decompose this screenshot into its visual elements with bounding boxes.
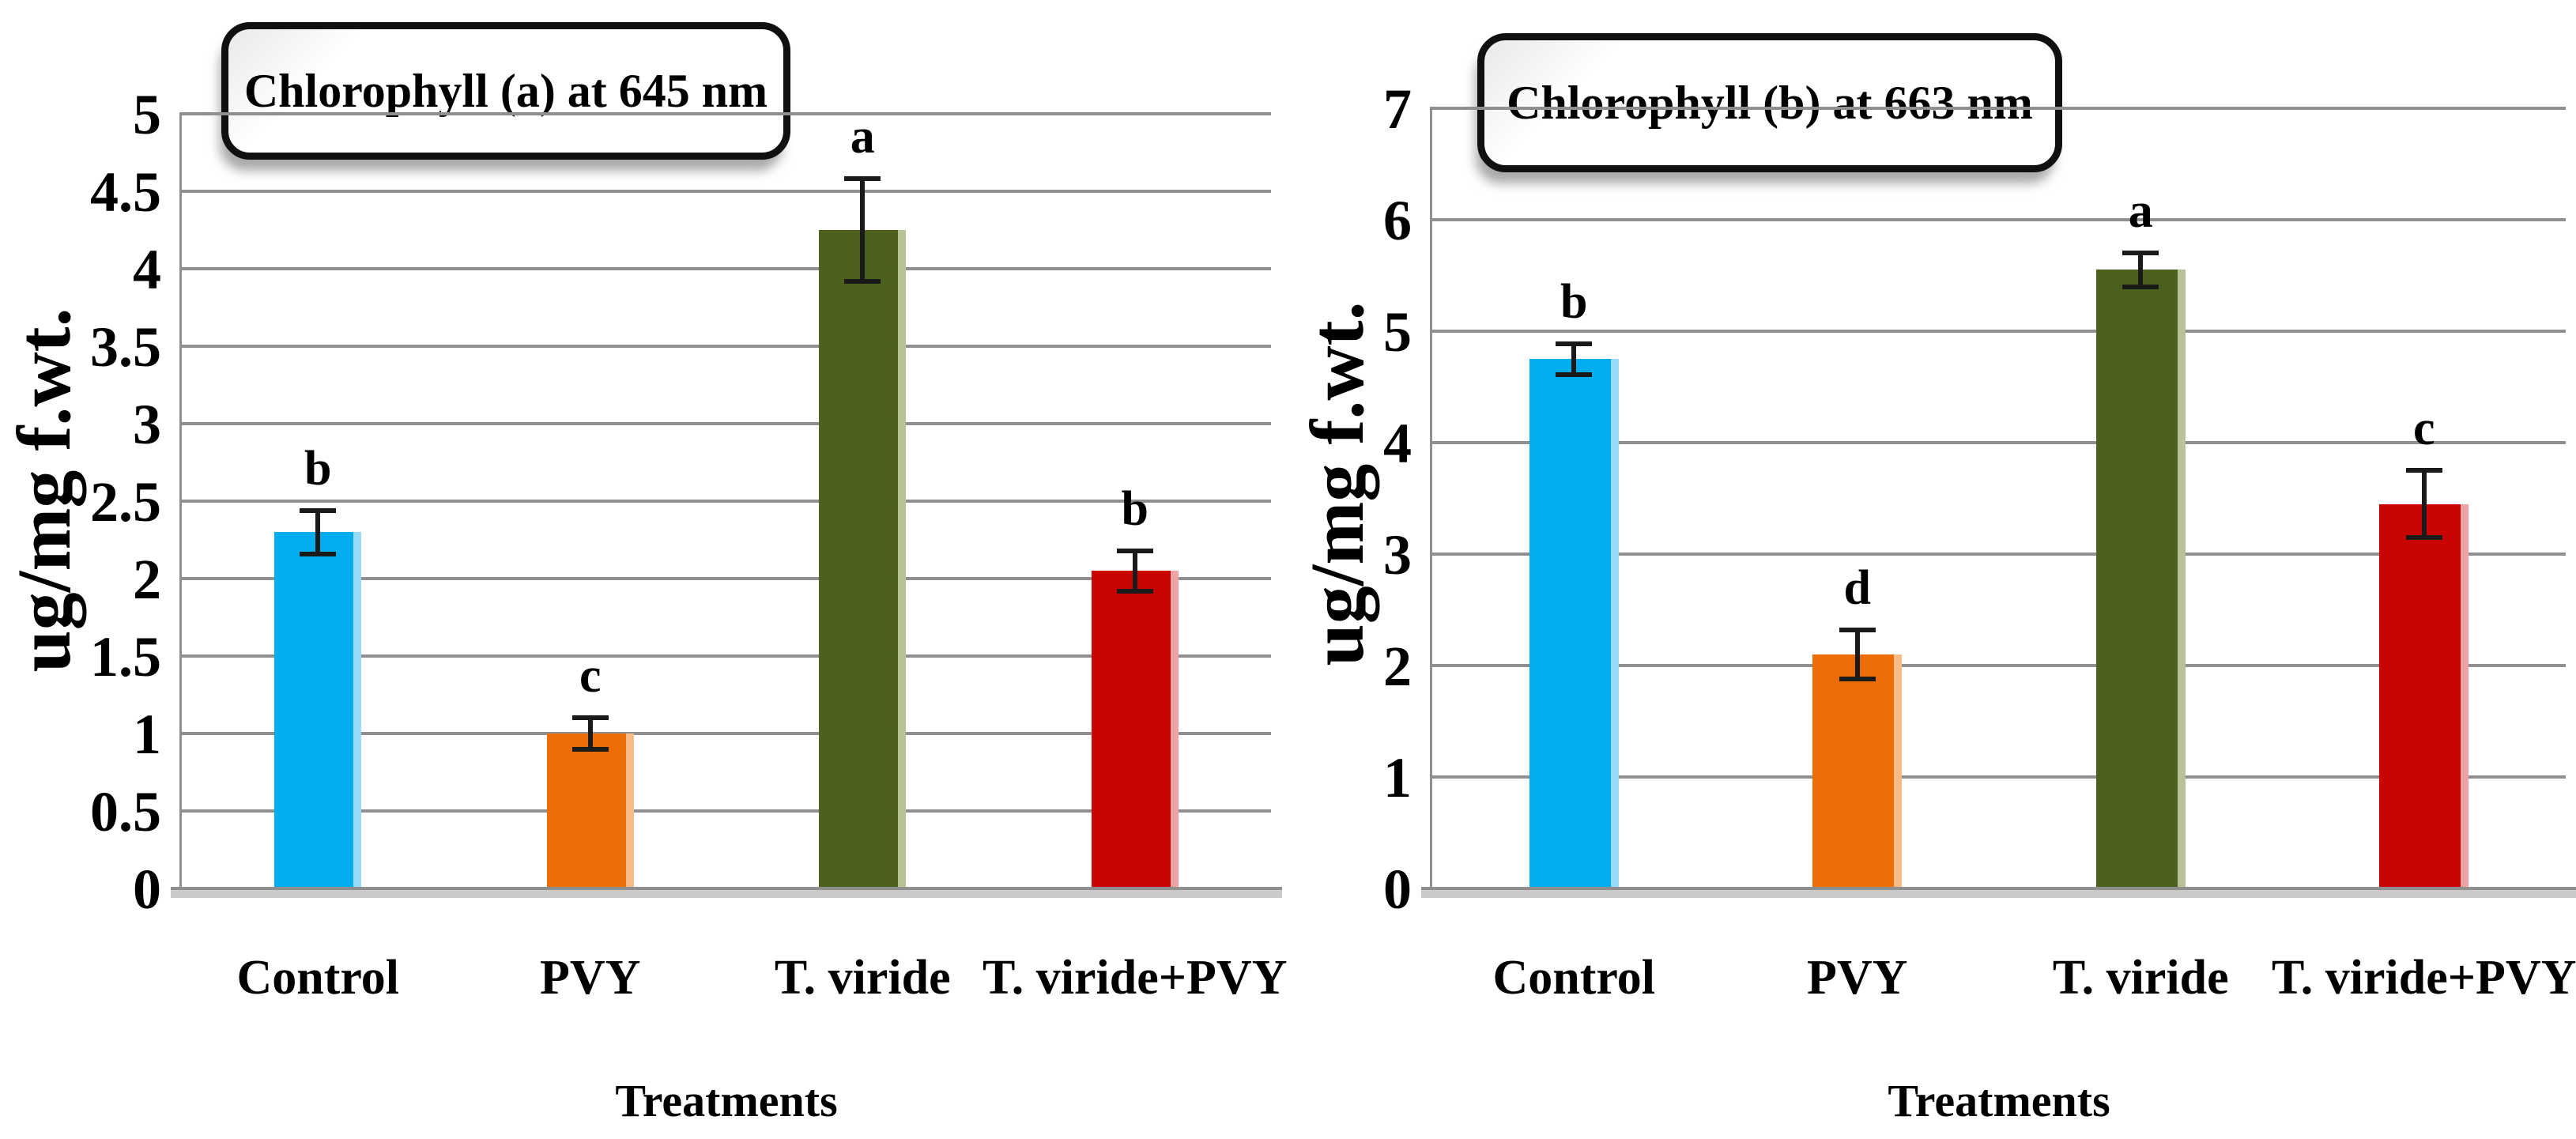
error-bar-cap-bottom <box>1839 676 1876 681</box>
bar-pvy <box>546 734 634 888</box>
y-tick-label: 1 <box>133 703 161 766</box>
y-tick-label: 3 <box>133 393 161 456</box>
error-bar-cap-bottom <box>2122 284 2159 289</box>
significance-letter: b <box>1121 481 1148 536</box>
gridline <box>1432 441 2566 444</box>
category-label: T. viride <box>774 951 951 1005</box>
error-bar-cap-top <box>844 176 881 182</box>
error-bar-line <box>1571 343 1577 375</box>
error-bar-line <box>1132 550 1137 591</box>
y-tick-label: 3.5 <box>90 315 161 379</box>
y-tick-label: 4 <box>133 238 161 301</box>
y-tick-label: 6 <box>1383 189 1412 252</box>
significance-letter: a <box>850 110 875 164</box>
gridline <box>182 345 1271 348</box>
chart-a-x-axis-title: Treatments <box>615 1075 838 1126</box>
y-tick-label: 5 <box>1383 300 1412 364</box>
error-bar-line <box>1854 629 1860 679</box>
bar-t-viride-pvy <box>1091 571 1179 888</box>
y-tick-label: 2 <box>1383 635 1412 698</box>
error-bar-line <box>2421 470 2427 537</box>
category-label: T. viride <box>2052 951 2229 1005</box>
gridline <box>1432 218 2566 221</box>
category-label: Control <box>236 951 400 1005</box>
y-tick-label: 2.5 <box>90 470 161 534</box>
significance-letter: d <box>1843 560 1871 615</box>
x-axis-line <box>1421 887 2576 898</box>
gridline <box>1432 107 2566 110</box>
gridline <box>182 809 1271 813</box>
gridline <box>1432 330 2566 333</box>
category-label: T. viride+PVY <box>2272 951 2576 1005</box>
chart-a-title-box: Chlorophyll (a) at 645 nm <box>221 22 790 160</box>
gridline <box>182 112 1271 115</box>
significance-letter: c <box>2412 402 2435 456</box>
category-label: Control <box>1492 951 1656 1005</box>
bar-t-viride <box>819 230 907 888</box>
error-bar-cap-top <box>571 715 609 721</box>
x-axis-line <box>171 887 1282 898</box>
error-bar-cap-top <box>1556 341 1593 346</box>
error-bar-cap-bottom <box>1556 371 1593 377</box>
gridline <box>182 577 1271 580</box>
chart-b-title-box: Chlorophyll (b) at 663 nm <box>1477 33 2062 172</box>
y-tick-label: 2 <box>133 548 161 611</box>
gridline <box>182 654 1271 658</box>
error-bar-cap-top <box>300 507 337 513</box>
bar-t-viride <box>2095 270 2186 888</box>
significance-letter: a <box>2128 184 2153 239</box>
gridline <box>1432 553 2566 556</box>
y-tick-label: 4.5 <box>90 160 161 224</box>
error-bar-cap-top <box>1116 548 1153 553</box>
y-tick-label: 7 <box>1383 77 1412 141</box>
error-bar-cap-top <box>2405 468 2442 473</box>
error-bar-line <box>315 510 321 554</box>
gridline <box>1432 664 2566 667</box>
error-bar-cap-bottom <box>2405 534 2442 540</box>
y-axis-line <box>179 112 182 890</box>
significance-letter: b <box>1560 274 1588 329</box>
error-bar-cap-bottom <box>1116 588 1153 594</box>
error-bar-line <box>860 179 866 281</box>
bar-t-viride-pvy <box>2379 503 2469 888</box>
y-tick-label: 1 <box>1383 746 1412 809</box>
y-tick-label: 1.5 <box>90 625 161 688</box>
gridline <box>182 422 1271 425</box>
category-label: T. viride+PVY <box>983 951 1288 1005</box>
category-label: PVY <box>1807 951 1908 1005</box>
bar-control <box>274 532 362 888</box>
significance-letter: c <box>579 649 602 703</box>
bar-pvy <box>1812 654 1903 888</box>
y-tick-label: 0 <box>1383 858 1412 921</box>
gridline <box>1432 775 2566 779</box>
y-tick-label: 0.5 <box>90 780 161 843</box>
gridline <box>182 732 1271 735</box>
chart-b-x-axis-title: Treatments <box>1888 1075 2110 1126</box>
significance-letter: b <box>304 441 332 496</box>
error-bar-cap-bottom <box>844 278 881 284</box>
gridline <box>182 267 1271 270</box>
error-bar-line <box>2138 253 2144 287</box>
bar-control <box>1529 359 1619 888</box>
chart-a-title: Chlorophyll (a) at 645 nm <box>243 64 768 117</box>
y-tick-label: 0 <box>133 858 161 921</box>
y-tick-label: 5 <box>133 83 161 146</box>
y-tick-label: 3 <box>1383 523 1412 586</box>
y-axis-line <box>1430 107 1432 890</box>
error-bar-cap-top <box>2122 251 2159 256</box>
chart-b-title: Chlorophyll (b) at 663 nm <box>1507 76 2033 129</box>
error-bar-line <box>587 718 593 749</box>
error-bar-cap-bottom <box>300 551 337 556</box>
error-bar-cap-top <box>1839 627 1876 632</box>
gridline <box>182 190 1271 193</box>
gridline <box>182 500 1271 503</box>
y-tick-label: 4 <box>1383 412 1412 475</box>
error-bar-cap-bottom <box>571 746 609 752</box>
category-label: PVY <box>540 951 641 1005</box>
